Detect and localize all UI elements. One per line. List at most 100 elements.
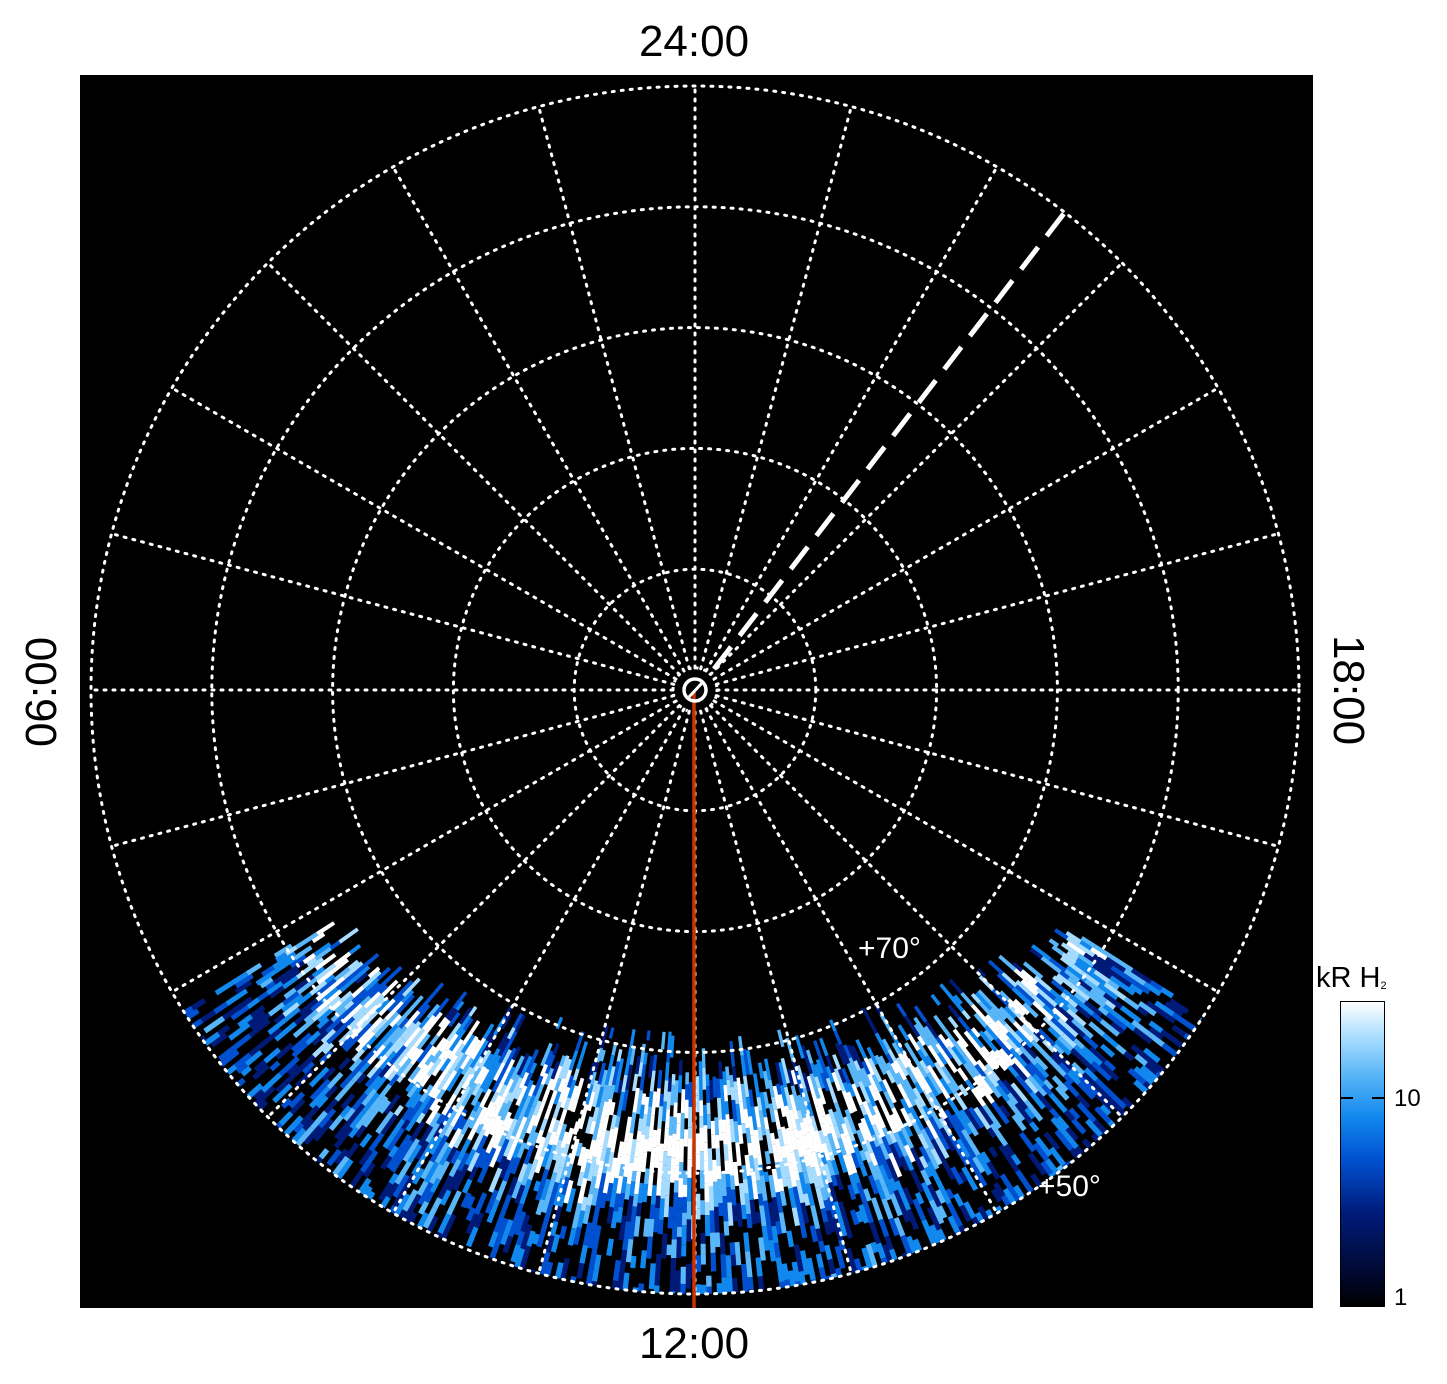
emission-cell <box>771 1096 778 1111</box>
emission-cell <box>519 1055 533 1079</box>
emission-cell <box>361 1088 377 1107</box>
emission-cell <box>796 1110 804 1123</box>
emission-cell <box>527 1159 539 1181</box>
emission-cell <box>637 1283 645 1294</box>
emission-cell <box>633 1171 641 1195</box>
emission-cell <box>425 1122 440 1143</box>
emission-cell <box>1068 1107 1081 1121</box>
emission-cell <box>320 1028 336 1044</box>
emission-cell <box>480 1065 496 1090</box>
emission-cell <box>1071 1118 1087 1135</box>
emission-cell <box>465 1226 479 1248</box>
emission-cell <box>961 1009 971 1020</box>
emission-cell <box>429 1097 440 1112</box>
emission-cell <box>351 1070 363 1083</box>
emission-cell <box>473 1065 487 1085</box>
emission-cell <box>476 1160 491 1184</box>
emission-cell <box>1099 1062 1120 1082</box>
emission-cell <box>560 1154 572 1180</box>
emission-cell <box>438 1146 453 1166</box>
emission-cell <box>395 1008 413 1027</box>
emission-cell <box>795 1138 804 1158</box>
emission-cell <box>757 1062 765 1079</box>
emission-cell <box>682 1196 687 1213</box>
emission-cell <box>994 1049 1011 1068</box>
emission-cell <box>497 1102 508 1117</box>
emission-cell <box>500 1013 512 1030</box>
emission-cell <box>245 962 263 976</box>
emission-cell <box>393 1039 407 1054</box>
emission-cell <box>729 1242 736 1256</box>
emission-cell <box>278 1056 300 1077</box>
emission-cell <box>678 1075 683 1093</box>
emission-cell <box>280 968 301 985</box>
emission-cell <box>714 1117 720 1135</box>
emission-cell <box>750 1106 758 1131</box>
emission-cell <box>318 1050 333 1064</box>
emission-cell <box>240 1065 252 1077</box>
emission-cell <box>699 1170 705 1189</box>
emission-cell <box>273 1013 286 1024</box>
emission-cell <box>963 1201 977 1219</box>
emission-cell <box>667 1031 672 1051</box>
emission-cell <box>827 1258 837 1275</box>
emission-cell <box>583 1159 592 1179</box>
emission-cell <box>754 1106 762 1128</box>
emission-cell <box>637 1062 644 1077</box>
emission-cell <box>632 1087 640 1113</box>
emission-cell <box>500 1100 513 1121</box>
emission-cell <box>686 1201 692 1220</box>
emission-cell <box>511 1143 522 1159</box>
emission-cell <box>514 1116 528 1141</box>
emission-cell <box>825 1077 838 1104</box>
emission-cell <box>368 952 380 963</box>
emission-cell <box>759 1092 768 1118</box>
emission-cell <box>972 1075 984 1089</box>
emission-cell <box>714 1232 721 1248</box>
emission-cell <box>772 1085 781 1109</box>
emission-cell <box>685 1263 691 1289</box>
emission-cell <box>903 1078 918 1101</box>
emission-cell <box>654 1265 661 1286</box>
emission-cell <box>779 1190 787 1207</box>
emission-cell <box>862 1201 874 1224</box>
emission-cell <box>991 1188 1003 1203</box>
emission-cell <box>597 1062 606 1085</box>
emission-cell <box>718 1119 724 1141</box>
emission-cell <box>521 1079 534 1101</box>
emission-cell <box>1054 1004 1075 1022</box>
emission-cell <box>712 1076 718 1098</box>
emission-cell <box>417 1125 434 1147</box>
emission-cell <box>386 1182 399 1199</box>
emission-cell <box>348 1057 363 1072</box>
emission-cell <box>793 1244 802 1262</box>
emission-cell <box>417 1045 436 1069</box>
emission-cell <box>998 1006 1016 1024</box>
emission-cell <box>288 1091 306 1109</box>
emission-cell <box>722 1195 729 1222</box>
emission-cell <box>976 968 987 978</box>
emission-cell <box>1100 964 1113 975</box>
emission-cell <box>724 1160 730 1175</box>
emission-cell <box>1136 983 1151 995</box>
emission-cell <box>436 1160 450 1181</box>
emission-cell <box>614 1115 621 1128</box>
emission-cell <box>608 1084 616 1100</box>
emission-cell <box>974 991 993 1011</box>
emission-cell <box>541 1191 552 1214</box>
emission-cell <box>927 1183 942 1208</box>
emission-cell <box>483 1053 494 1068</box>
emission-cell <box>1018 1045 1038 1066</box>
emission-cell <box>515 1230 526 1246</box>
emission-cell <box>797 1129 808 1156</box>
emission-cell <box>560 1176 570 1196</box>
emission-cell <box>926 1072 943 1095</box>
emission-cell <box>848 1057 862 1083</box>
emission-cell <box>855 1039 867 1059</box>
emission-cell <box>311 1004 331 1022</box>
emission-cell <box>982 1104 993 1116</box>
emission-cell <box>512 1203 524 1223</box>
emission-cell <box>523 1224 533 1238</box>
emission-cell <box>1103 992 1123 1010</box>
emission-cell <box>315 1095 329 1109</box>
